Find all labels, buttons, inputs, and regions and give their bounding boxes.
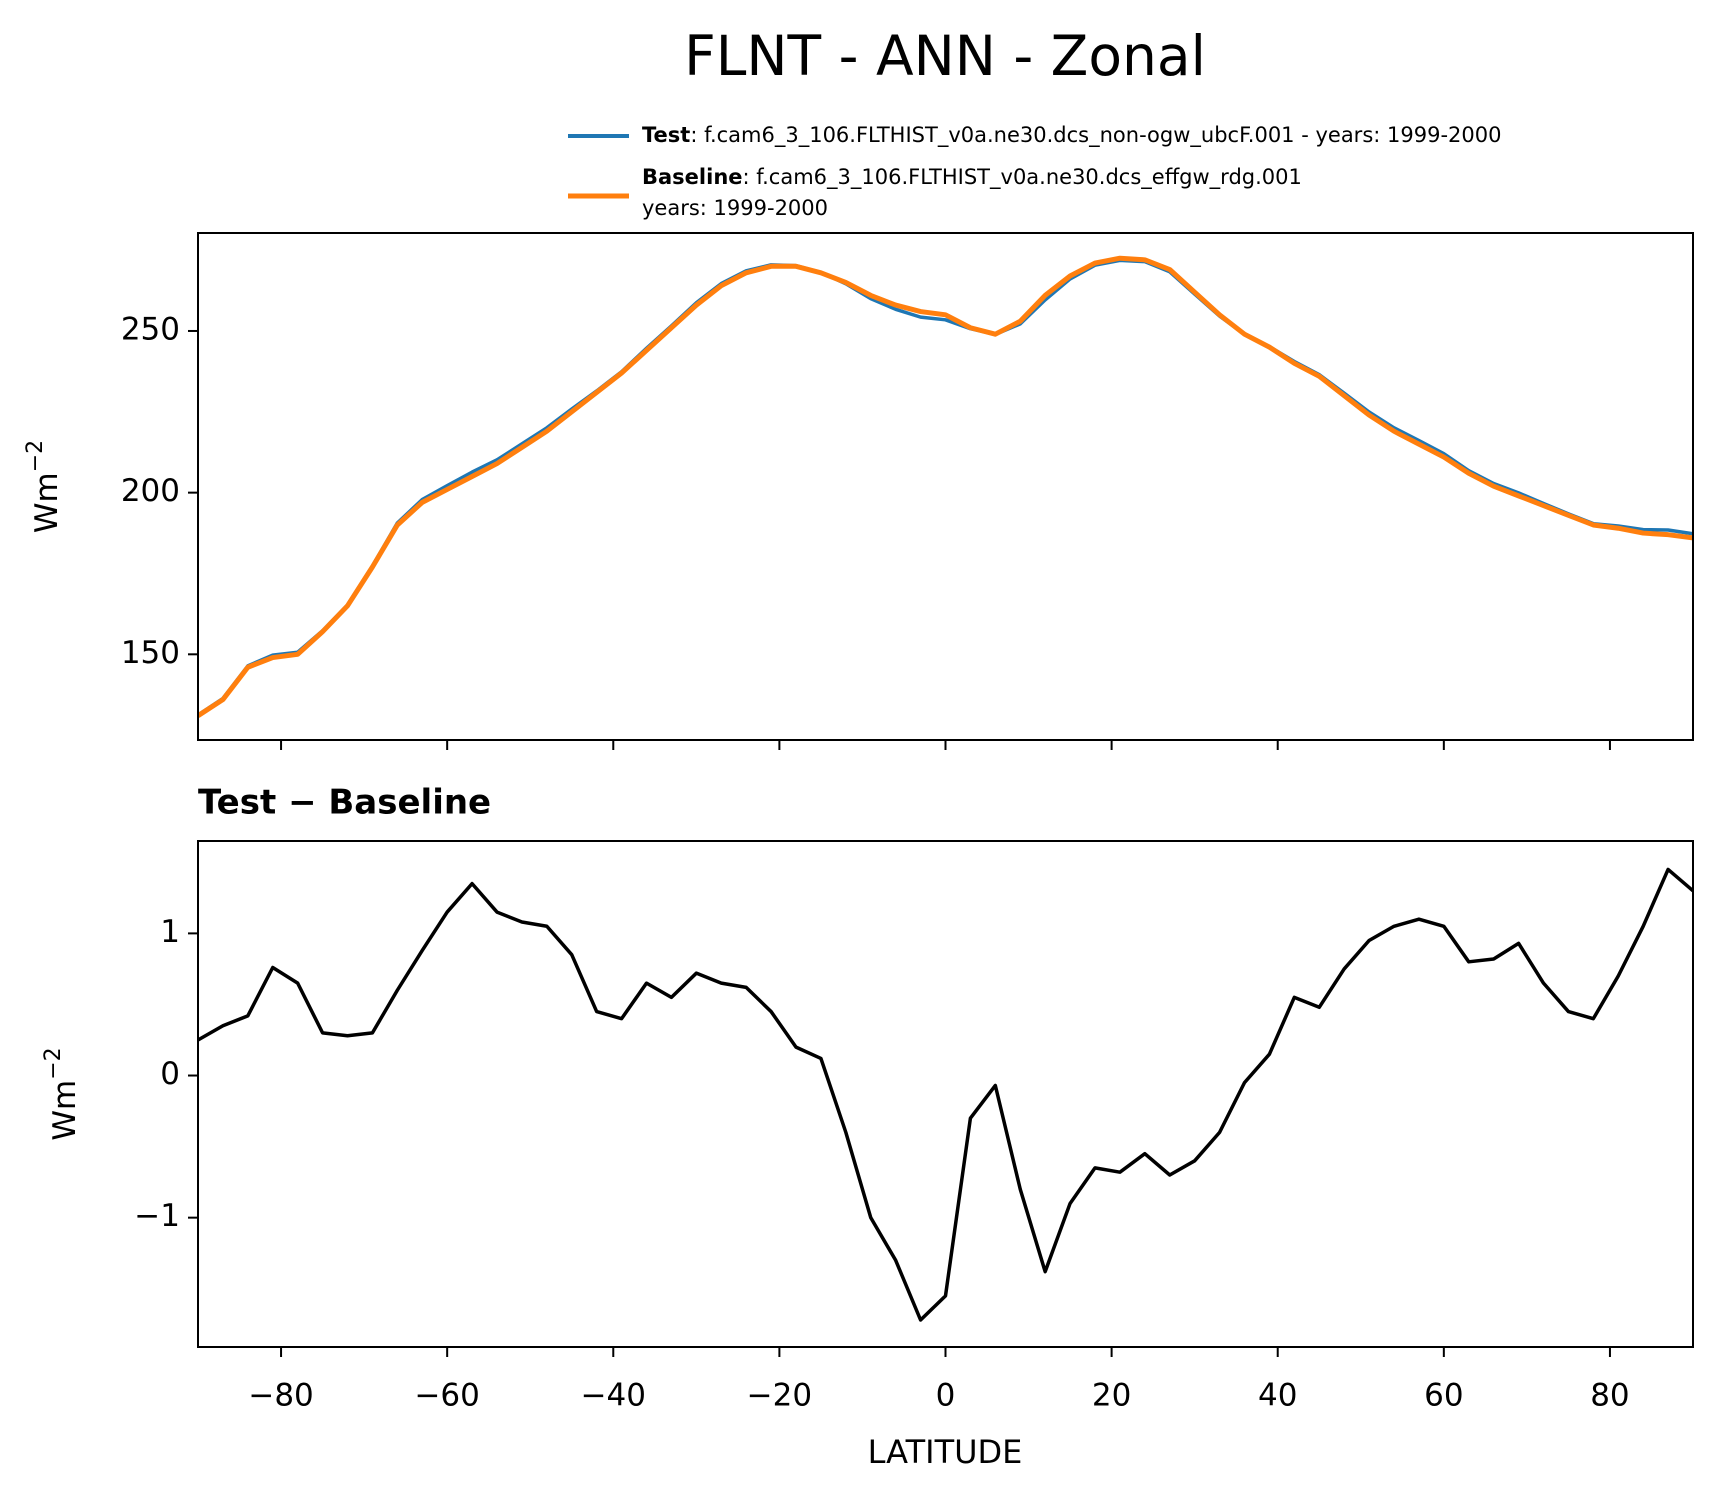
subtitle: Test − Baseline xyxy=(198,783,491,823)
y-tick-label: 200 xyxy=(121,473,180,509)
y-axis-label-base: Wm xyxy=(47,1080,83,1141)
x-tick-label: 80 xyxy=(1590,1378,1629,1414)
y-axis-label: Wm−2 xyxy=(41,1047,83,1140)
legend-text: Baseline: f.cam6_3_106.FLTHIST_v0a.ne30.… xyxy=(642,165,1302,190)
legend-name: Test xyxy=(642,123,690,147)
x-tick-label: 20 xyxy=(1092,1378,1131,1414)
data-line xyxy=(198,867,1693,1322)
x-tick-label: 60 xyxy=(1424,1378,1463,1414)
legend-description: : f.cam6_3_106.FLTHIST_v0a.ne30.dcs_non-… xyxy=(690,123,1501,148)
y-axis-label: Wm−2 xyxy=(23,440,65,533)
legend-description: years: 1999-2000 xyxy=(642,196,828,220)
axes-frame xyxy=(197,232,1694,741)
y-tick-label: −1 xyxy=(134,1198,180,1234)
y-tick-label: 1 xyxy=(160,914,180,950)
y-tick-label: 250 xyxy=(121,311,180,347)
x-tick-label: −80 xyxy=(248,1378,313,1414)
chart-title: FLNT - ANN - Zonal xyxy=(684,24,1206,88)
legend-name: Baseline xyxy=(642,165,743,189)
x-tick-label: −20 xyxy=(747,1378,812,1414)
x-axis-label: LATITUDE xyxy=(868,1433,1023,1471)
legend-text: years: 1999-2000 xyxy=(642,196,828,220)
x-tick-label: −60 xyxy=(414,1378,479,1414)
y-tick-label: 0 xyxy=(160,1056,180,1092)
data-line xyxy=(198,258,1693,717)
legend-description: : f.cam6_3_106.FLTHIST_v0a.ne30.dcs_effg… xyxy=(743,165,1302,190)
y-axis-label-sup: −2 xyxy=(23,440,48,472)
legend-text: Test: f.cam6_3_106.FLTHIST_v0a.ne30.dcs_… xyxy=(642,123,1501,148)
y-tick-label: 150 xyxy=(121,635,180,671)
data-line xyxy=(198,255,1693,718)
x-tick-label: 0 xyxy=(936,1378,956,1414)
x-tick-label: 40 xyxy=(1258,1378,1297,1414)
y-axis-label-base: Wm xyxy=(29,472,65,533)
axes-frame xyxy=(197,840,1694,1348)
y-axis-label-sup: −2 xyxy=(41,1047,66,1079)
x-tick-label: −40 xyxy=(581,1378,646,1414)
